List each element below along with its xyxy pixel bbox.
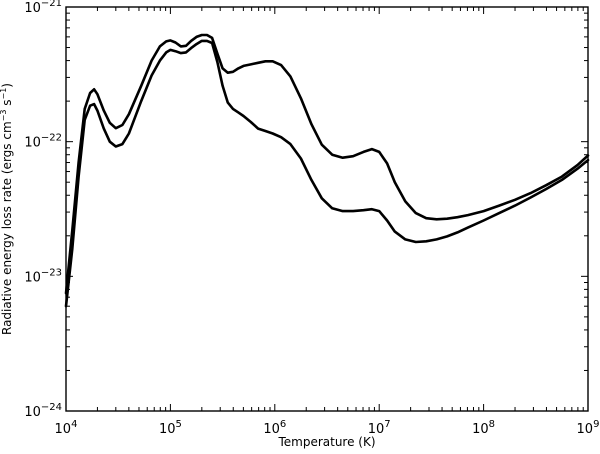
y-tick-label: 10−21 [24, 0, 62, 16]
axis-tick-labels: 104 105 106 107 108 109 10−24 10−23 10−22 10−21 [24, 0, 599, 437]
y-tick-label: 10−24 [24, 402, 62, 420]
x-tick-label: 106 [263, 419, 286, 437]
series-line-2 [64, 39, 590, 308]
x-tick-label: 107 [368, 419, 391, 437]
y-tick-label: 10−23 [24, 267, 62, 285]
y-tick-label: 10−22 [24, 133, 62, 151]
plot-lines [64, 33, 590, 308]
axis-ticks [65, 6, 589, 412]
series-line-1 [64, 33, 590, 295]
x-tick-label: 105 [159, 419, 182, 437]
plot-frame [65, 6, 589, 412]
x-tick-label: 108 [472, 419, 495, 437]
x-axis-title: Temperature (K) [277, 435, 375, 449]
x-tick-label: 104 [55, 419, 78, 437]
x-tick-label: 109 [577, 419, 600, 437]
y-axis-title: Radiative energy loss rate (ergs cm−3 s−… [0, 83, 14, 335]
